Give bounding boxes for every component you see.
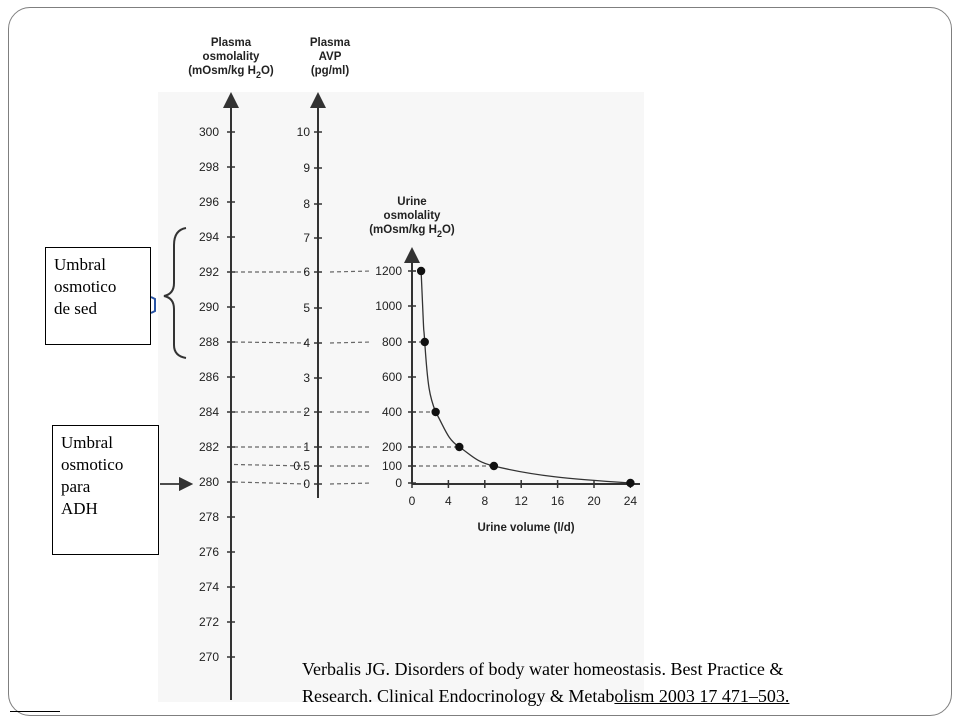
urine-volume-tick-label: 24 bbox=[624, 494, 638, 508]
callout-adh-threshold: Umbral osmotico para ADH bbox=[52, 425, 159, 555]
plasma-osmolality-title-line: Plasma bbox=[211, 37, 252, 49]
bottom-left-rule bbox=[10, 711, 60, 712]
plasma-avp-title-line: Plasma bbox=[310, 37, 351, 49]
urine-osmolality-tick-label: 100 bbox=[382, 459, 402, 473]
avp-tick-label: 9 bbox=[303, 161, 310, 175]
correspondence-dash bbox=[233, 463, 307, 467]
plasma-osmolality-title-line: osmolality bbox=[203, 51, 260, 63]
urine-volume-tick-label: 8 bbox=[481, 494, 488, 508]
correspondence-dash bbox=[329, 341, 373, 344]
urine-osmolality-title-unit: (mOsm/kg H2O) bbox=[369, 224, 455, 239]
avp-tick-label: 6 bbox=[303, 265, 310, 279]
osmolality-tick-label: 282 bbox=[199, 440, 219, 454]
correspondence-dash bbox=[329, 270, 373, 273]
avp-tick-label: 7 bbox=[303, 231, 310, 245]
osmolality-tick-label: 280 bbox=[199, 475, 219, 489]
avp-tick-label: 1 bbox=[303, 440, 310, 454]
urine-volume-tick-label: 0 bbox=[409, 494, 416, 508]
plasma-osmolality-title-unit-part: (mOsm/kg H bbox=[188, 65, 256, 77]
osmolality-tick-label: 290 bbox=[199, 300, 219, 314]
figure-background bbox=[158, 92, 644, 702]
urine-data-point bbox=[455, 442, 464, 452]
urine-curve bbox=[420, 270, 631, 484]
osmolality-tick-label: 292 bbox=[199, 265, 219, 279]
urine-osmolality-tick-label: 0 bbox=[395, 476, 402, 490]
urine-osmolality-tick-label: 200 bbox=[382, 440, 402, 454]
urine-osmolality-tick-label: 1200 bbox=[375, 264, 402, 278]
urine-osmolality-title-line: osmolality bbox=[384, 210, 441, 222]
correspondence-dash bbox=[329, 482, 373, 485]
callout-thirst-threshold: Umbral osmotico de sed bbox=[45, 247, 151, 345]
osmolality-tick-label: 300 bbox=[199, 125, 219, 139]
urine-data-point bbox=[420, 337, 429, 347]
citation-line-2-plain: Research. Clinical Endocrinology & Metab bbox=[302, 686, 615, 706]
avp-tick-label: 5 bbox=[303, 301, 310, 315]
thirst-brace bbox=[163, 227, 187, 359]
plasma-osmolality-title-unit-part: O) bbox=[261, 65, 274, 77]
citation-line-2: Research. Clinical Endocrinology & Metab… bbox=[302, 683, 922, 710]
urine-data-point bbox=[626, 478, 635, 488]
urine-volume-axis-label: Urine volume (l/d) bbox=[477, 522, 574, 534]
avp-tick-label: 0.5 bbox=[293, 459, 310, 473]
osmolality-tick-label: 288 bbox=[199, 335, 219, 349]
callout-thirst-line: osmotico bbox=[54, 277, 117, 296]
urine-volume-tick-label: 12 bbox=[515, 494, 529, 508]
avp-tick-label: 4 bbox=[303, 336, 310, 350]
callout-thirst-line: de sed bbox=[54, 299, 97, 318]
urine-volume-tick-label: 16 bbox=[551, 494, 565, 508]
urine-data-point bbox=[431, 407, 440, 417]
plasma-avp-title-line: (pg/ml) bbox=[311, 65, 349, 77]
urine-data-point bbox=[489, 461, 499, 471]
urine-osmolality-title-unit-part: (mOsm/kg H bbox=[369, 224, 437, 236]
osmolality-tick-label: 284 bbox=[199, 405, 219, 419]
correspondence-dash bbox=[233, 481, 307, 485]
correspondence-dash bbox=[233, 341, 307, 344]
urine-volume-tick-label: 20 bbox=[587, 494, 601, 508]
avp-tick-label: 10 bbox=[297, 125, 311, 139]
osmolality-tick-label: 274 bbox=[199, 580, 219, 594]
citation: Verbalis JG. Disorders of body water hom… bbox=[302, 656, 922, 710]
callout-adh-line: Umbral bbox=[61, 433, 113, 452]
citation-line-2-underlined: olism 2003 17 471–503. bbox=[614, 686, 790, 706]
urine-osmolality-tick-label: 400 bbox=[382, 405, 402, 419]
osmolality-tick-label: 278 bbox=[199, 510, 219, 524]
plasma-osmolality-title-unit-subscript: 2 bbox=[256, 70, 261, 80]
osmolality-tick-label: 276 bbox=[199, 545, 219, 559]
urine-osmolality-tick-label: 600 bbox=[382, 370, 402, 384]
callout-adh-line: ADH bbox=[61, 499, 98, 518]
urine-osmolality-tick-label: 1000 bbox=[375, 299, 402, 313]
citation-line-1: Verbalis JG. Disorders of body water hom… bbox=[302, 659, 784, 679]
osmolality-tick-label: 294 bbox=[199, 230, 219, 244]
osmolality-tick-label: 298 bbox=[199, 160, 219, 174]
urine-data-point bbox=[416, 266, 426, 276]
avp-tick-label: 8 bbox=[303, 197, 310, 211]
urine-volume-tick-label: 4 bbox=[445, 494, 452, 508]
avp-tick-label: 0 bbox=[303, 477, 310, 491]
callout-adh-line: osmotico bbox=[61, 455, 124, 474]
urine-osmolality-title-unit-part: O) bbox=[442, 224, 455, 236]
callout-adh-line: para bbox=[61, 477, 91, 496]
urine-osmolality-title-unit-subscript: 2 bbox=[437, 229, 442, 239]
osmolality-tick-label: 270 bbox=[199, 650, 219, 664]
plasma-osmolality-title-unit: (mOsm/kg H2O) bbox=[188, 65, 274, 80]
osmolality-tick-label: 286 bbox=[199, 370, 219, 384]
avp-tick-label: 3 bbox=[303, 371, 310, 385]
plasma-avp-title-line: AVP bbox=[319, 51, 342, 63]
urine-osmolality-title-line: Urine bbox=[397, 196, 426, 208]
osmolality-tick-label: 272 bbox=[199, 615, 219, 629]
urine-osmolality-tick-label: 800 bbox=[382, 335, 402, 349]
osmolality-tick-label: 296 bbox=[199, 195, 219, 209]
figure-fragment bbox=[150, 296, 156, 314]
callout-thirst-line: Umbral bbox=[54, 255, 106, 274]
avp-tick-label: 2 bbox=[303, 405, 310, 419]
